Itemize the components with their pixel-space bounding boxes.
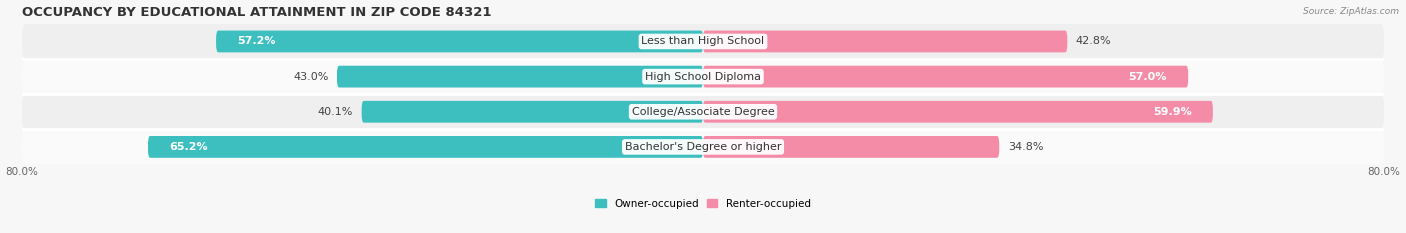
Text: 43.0%: 43.0% [292, 72, 329, 82]
FancyBboxPatch shape [337, 66, 703, 88]
FancyBboxPatch shape [22, 59, 1384, 94]
Text: 40.1%: 40.1% [318, 107, 353, 117]
Text: 57.2%: 57.2% [238, 36, 276, 46]
FancyBboxPatch shape [361, 101, 703, 123]
FancyBboxPatch shape [703, 31, 1067, 52]
FancyBboxPatch shape [22, 24, 1384, 59]
Text: Less than High School: Less than High School [641, 36, 765, 46]
FancyBboxPatch shape [703, 101, 1213, 123]
Text: College/Associate Degree: College/Associate Degree [631, 107, 775, 117]
Text: 57.0%: 57.0% [1129, 72, 1167, 82]
FancyBboxPatch shape [703, 66, 1188, 88]
Text: 59.9%: 59.9% [1153, 107, 1192, 117]
Text: Source: ZipAtlas.com: Source: ZipAtlas.com [1303, 7, 1399, 16]
Text: Bachelor's Degree or higher: Bachelor's Degree or higher [624, 142, 782, 152]
FancyBboxPatch shape [22, 129, 1384, 164]
Legend: Owner-occupied, Renter-occupied: Owner-occupied, Renter-occupied [591, 194, 815, 213]
Text: 42.8%: 42.8% [1076, 36, 1112, 46]
FancyBboxPatch shape [148, 136, 703, 158]
Text: 34.8%: 34.8% [1008, 142, 1043, 152]
FancyBboxPatch shape [217, 31, 703, 52]
Text: High School Diploma: High School Diploma [645, 72, 761, 82]
FancyBboxPatch shape [703, 136, 1000, 158]
FancyBboxPatch shape [22, 94, 1384, 129]
Text: 65.2%: 65.2% [169, 142, 208, 152]
Text: OCCUPANCY BY EDUCATIONAL ATTAINMENT IN ZIP CODE 84321: OCCUPANCY BY EDUCATIONAL ATTAINMENT IN Z… [22, 6, 492, 19]
